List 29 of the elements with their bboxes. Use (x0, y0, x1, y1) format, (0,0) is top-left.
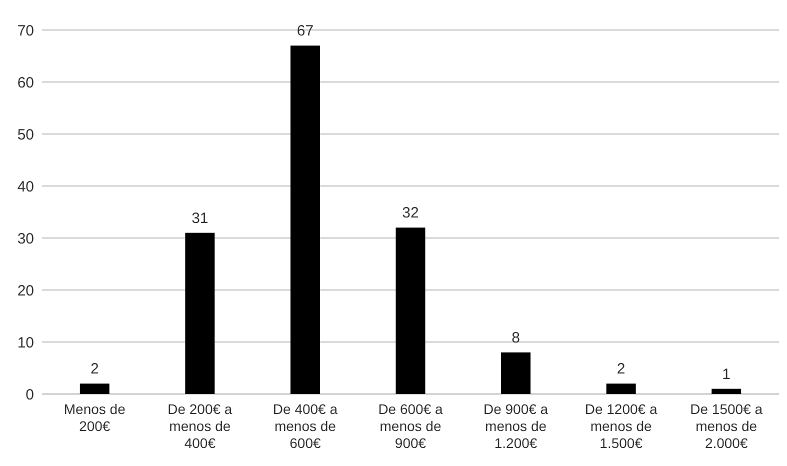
data-label: 2 (616, 360, 626, 378)
x-tick-label: De 600€ a menos de 900€ (378, 401, 444, 451)
y-tick-label: 60 (17, 74, 34, 92)
y-tick-label: 20 (17, 282, 34, 300)
bar (712, 388, 742, 394)
x-tick-label: De 1200€ a menos de 1.500€ (584, 401, 658, 451)
y-tick-label: 30 (17, 230, 34, 248)
y-tick-label: 40 (17, 178, 34, 196)
data-label: 8 (512, 329, 520, 346)
data-label: 67 (296, 22, 314, 40)
x-tick-label: De 900€ a menos de 1.200€ (483, 401, 548, 451)
x-tick-label: De 1500€ a menos de 2.000€ (690, 401, 763, 451)
y-tick-label: 10 (17, 334, 34, 352)
bar (290, 46, 320, 394)
y-tick-label: 0 (26, 386, 34, 404)
x-tick-label: Menos de 200€ (64, 401, 126, 434)
bar (606, 384, 636, 394)
bar (80, 384, 110, 394)
data-label: 31 (192, 210, 208, 227)
y-tick-label: 50 (17, 126, 34, 144)
x-tick-label: De 400€ a menos de 600€ (272, 401, 338, 451)
y-tick-label: 70 (17, 22, 34, 40)
x-tick-label: De 200€ a menos de 400€ (168, 401, 232, 451)
data-label: 1 (722, 366, 731, 383)
bar (501, 352, 531, 394)
data-label: 2 (90, 360, 99, 378)
bar (396, 228, 426, 394)
bar (185, 232, 215, 394)
data-label: 32 (402, 204, 419, 222)
